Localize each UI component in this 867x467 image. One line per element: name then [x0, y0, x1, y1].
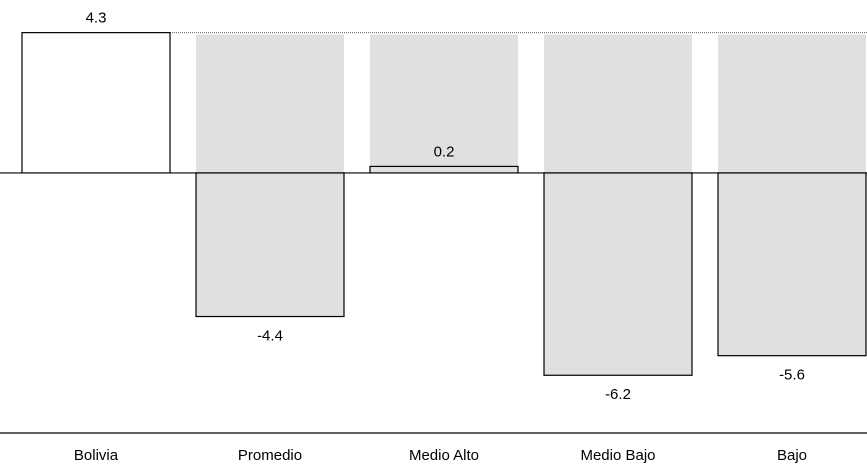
x-tick-label: Bajo [777, 447, 807, 464]
x-tick-label: Promedio [238, 447, 302, 464]
reference-bar [196, 34, 344, 173]
bar [543, 172, 693, 376]
x-tick-label: Medio Alto [409, 447, 479, 464]
bar [195, 172, 345, 318]
value-label: -4.4 [257, 327, 283, 344]
value-label: 0.2 [434, 143, 455, 160]
x-tick-label: Bolivia [74, 447, 119, 464]
bar [717, 172, 867, 357]
value-label: -5.6 [779, 367, 805, 384]
x-tick-label: Medio Bajo [580, 447, 655, 464]
reference-bar [370, 34, 518, 173]
reference-bar [718, 34, 866, 173]
bar [369, 165, 519, 174]
value-label: 4.3 [86, 10, 107, 27]
value-label: -6.2 [605, 386, 631, 403]
reference-bar [544, 34, 692, 173]
bar [21, 32, 171, 174]
